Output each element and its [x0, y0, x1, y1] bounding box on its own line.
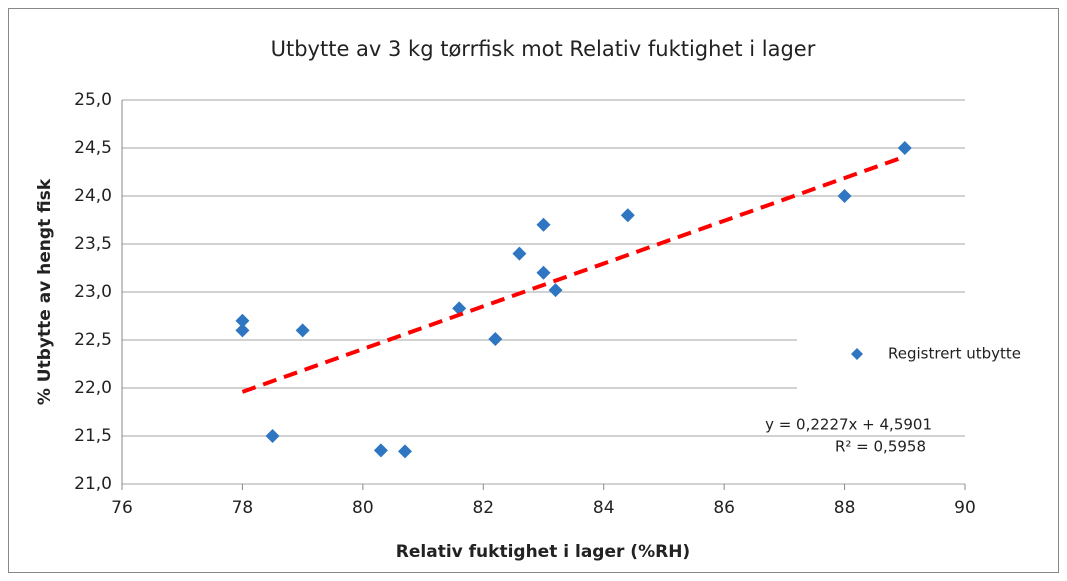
point: [837, 189, 852, 203]
legend-label: Registrert utbytte: [888, 345, 1021, 363]
point: [548, 283, 563, 298]
x-tick-label: 78: [232, 498, 254, 518]
y-axis-label: % Utbytte av hengt fisk: [35, 178, 55, 405]
point: [235, 313, 250, 328]
y-tick-label: 23,0: [74, 282, 112, 302]
y-tick-label: 21,5: [74, 426, 112, 446]
y-tick-label: 21,0: [74, 474, 112, 494]
x-tick-label: 90: [954, 498, 976, 518]
trendline-equation: R² = 0,5958: [835, 438, 926, 456]
x-axis-label: Relativ fuktighet i lager (%RH): [396, 542, 690, 562]
x-tick-label: 76: [111, 498, 133, 518]
point: [398, 444, 413, 459]
y-tick-label: 24,0: [74, 186, 112, 206]
point: [235, 323, 250, 338]
point: [512, 246, 527, 261]
point: [265, 429, 280, 443]
point: [373, 443, 388, 458]
x-tick-label: 80: [352, 498, 374, 518]
y-tick-label: 22,0: [74, 378, 112, 398]
point: [620, 208, 635, 223]
point: [295, 323, 310, 338]
x-tick-label: 82: [472, 498, 494, 518]
legend-marker: [851, 348, 863, 360]
point: [452, 301, 467, 316]
trendline: [241, 154, 906, 394]
x-tick-label: 88: [834, 498, 856, 518]
x-tick-label: 86: [713, 498, 735, 518]
point: [897, 141, 912, 155]
legend-background: [797, 330, 1055, 396]
chart-title: Utbytte av 3 kg tørrfisk mot Relativ fuk…: [271, 37, 816, 61]
point: [536, 265, 551, 280]
y-tick-label: 23,5: [74, 234, 112, 254]
y-tick-label: 24,5: [74, 138, 112, 158]
point: [536, 217, 551, 232]
point: [488, 332, 503, 347]
trendline-equation: y = 0,2227x + 4,5901: [765, 416, 932, 434]
x-tick-label: 84: [593, 498, 615, 518]
y-tick-label: 25,0: [74, 90, 112, 110]
y-tick-label: 22,5: [74, 330, 112, 350]
